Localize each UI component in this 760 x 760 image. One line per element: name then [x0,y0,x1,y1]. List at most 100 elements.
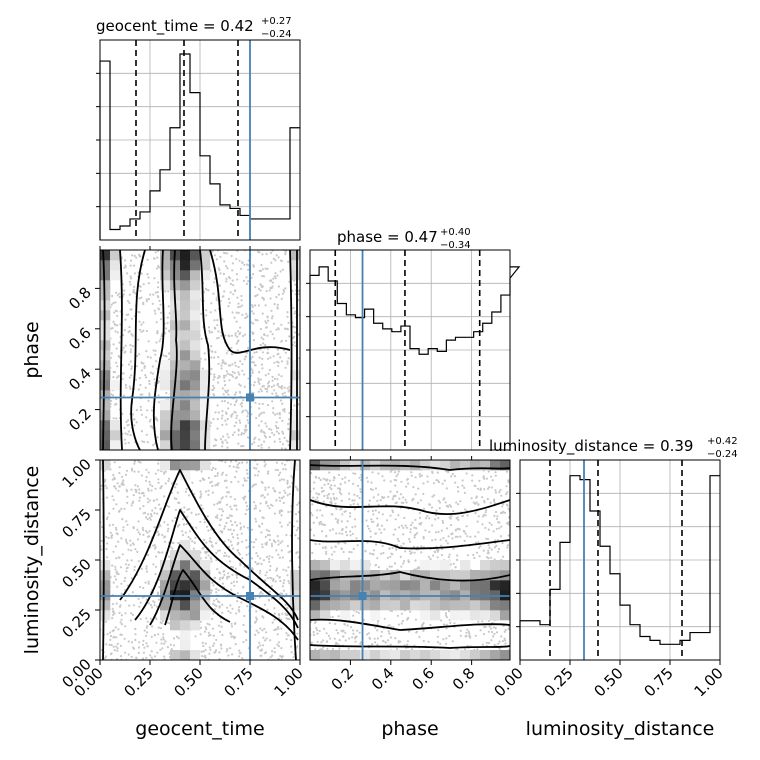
density-cell [340,650,351,660]
density-cell [370,600,381,611]
scatter-point [240,601,243,604]
scatter-point [194,635,197,638]
scatter-point [288,521,291,524]
x-axis-phase: 0.2 0.4 0.6 0.8 [328,660,478,694]
scatter-point [153,277,156,280]
scatter-point [227,538,230,542]
scatter-point [270,545,274,548]
density-cell [190,340,201,351]
scatter-point [237,433,240,436]
scatter-point [201,547,204,550]
scatter-point [217,589,220,592]
scatter-point [276,535,279,538]
scatter-point [456,516,459,519]
scatter-point [345,534,349,537]
scatter-point [226,491,229,494]
contour-line [310,644,510,649]
scatter-point [240,532,243,535]
scatter-point [256,474,259,477]
scatter-point [267,486,270,489]
scatter-point [173,637,176,640]
scatter-point [137,531,140,534]
scatter-point [466,535,469,538]
panel-frame [99,39,301,241]
scatter-point [121,377,124,380]
scatter-point [133,254,136,257]
scatter-point [246,436,249,439]
scatter-point [494,491,498,494]
scatter-point [500,525,503,528]
density-cell [470,460,481,471]
scatter-point [139,393,142,396]
scatter-point [273,303,276,306]
scatter-point [117,540,120,543]
scatter-point [205,309,208,312]
scatter-point [215,649,218,652]
scatter-point [229,604,232,607]
scatter-point [225,280,228,283]
scatter-point [272,257,275,260]
density-cell [170,410,181,421]
scatter-point [283,436,286,439]
scatter-point [264,463,267,466]
scatter-point [221,445,224,448]
scatter-point [266,472,270,475]
scatter-point [142,329,145,332]
scatter-point [203,546,206,549]
scatter-point [235,258,238,261]
density-cell [180,600,191,611]
scatter-point [119,633,122,636]
scatter-point [340,499,343,502]
scatter-point [234,643,237,646]
scatter-point [265,631,268,634]
scatter-point [148,530,151,533]
scatter-point [143,366,146,369]
density-cell [160,440,171,450]
scatter-point [277,627,280,630]
scatter-point [496,515,499,518]
scatter-point [230,514,233,518]
density-cell [180,620,191,631]
scatter-point [235,470,238,473]
scatter-point [207,476,210,480]
scatter-point [232,580,236,583]
scatter-point [236,463,239,466]
scatter-point [145,567,148,570]
scatter-point [479,487,482,490]
scatter-point [428,517,431,520]
scatter-point [126,501,129,504]
scatter-point [407,616,410,619]
scatter-point [239,384,242,387]
scatter-point [233,410,236,413]
scatter-point [385,503,388,506]
scatter-point [237,371,240,374]
scatter-point [390,565,393,568]
density-cell [430,580,441,591]
scatter-point [391,509,394,512]
scatter-point [225,521,228,525]
scatter-point [245,539,248,542]
scatter-point [277,553,280,556]
scatter-point [259,343,262,347]
scatter-point [128,376,131,379]
scatter-point [113,371,117,374]
scatter-point [284,366,287,369]
scatter-point [200,470,203,473]
density-cell [290,260,300,271]
scatter-point [280,447,284,450]
scatter-point [417,501,420,504]
scatter-point [281,540,284,543]
scatter-point [124,350,127,353]
scatter-point [259,378,262,381]
density-cell [160,570,171,581]
scatter-point [230,254,233,258]
scatter-point [195,513,198,516]
scatter-point [148,499,151,502]
scatter-point [146,531,149,534]
scatter-point [151,426,154,430]
scatter-point [401,619,404,623]
scatter-point [244,316,247,320]
scatter-point [350,551,353,554]
density-cell [410,650,421,660]
scatter-point [273,607,276,610]
